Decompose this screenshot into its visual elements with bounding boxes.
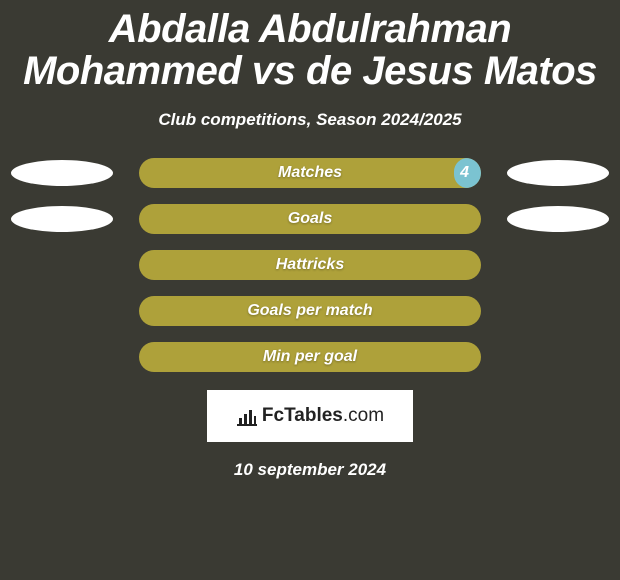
logo-text: FcTables.com [262, 405, 384, 427]
stat-bar: Goals per match [139, 296, 481, 326]
stat-rows: Matches4 Goals Hattricks Goals per match Min… [0, 158, 620, 372]
stat-value-right: 4 [448, 158, 481, 188]
logo-brand: FcTables [262, 405, 343, 426]
logo-tld: .com [343, 405, 384, 426]
comparison-infographic: Abdalla Abdulrahman Mohammed vs de Jesus… [0, 0, 620, 580]
stat-row: Min per goal [0, 342, 620, 372]
left-ellipse [11, 206, 113, 232]
date-text: 10 september 2024 [0, 460, 620, 480]
stat-bar: Goals [139, 204, 481, 234]
stat-label: Goals per match [139, 296, 481, 326]
right-ellipse [507, 206, 609, 232]
stat-row: Hattricks [0, 250, 620, 280]
stat-row: Goals per match [0, 296, 620, 326]
left-ellipse [11, 160, 113, 186]
stat-label: Goals [139, 204, 481, 234]
stat-label: Matches [139, 158, 481, 188]
right-ellipse [507, 160, 609, 186]
subtitle: Club competitions, Season 2024/2025 [0, 110, 620, 130]
stat-label: Min per goal [139, 342, 481, 372]
stat-bar: Min per goal [139, 342, 481, 372]
stat-row: Matches4 [0, 158, 620, 188]
stat-bar: Hattricks [139, 250, 481, 280]
logo-box: FcTables.com [207, 390, 413, 442]
page-title: Abdalla Abdulrahman Mohammed vs de Jesus… [0, 0, 620, 96]
barchart-icon [236, 406, 258, 426]
stat-label: Hattricks [139, 250, 481, 280]
stat-row: Goals [0, 204, 620, 234]
stat-bar: Matches4 [139, 158, 481, 188]
